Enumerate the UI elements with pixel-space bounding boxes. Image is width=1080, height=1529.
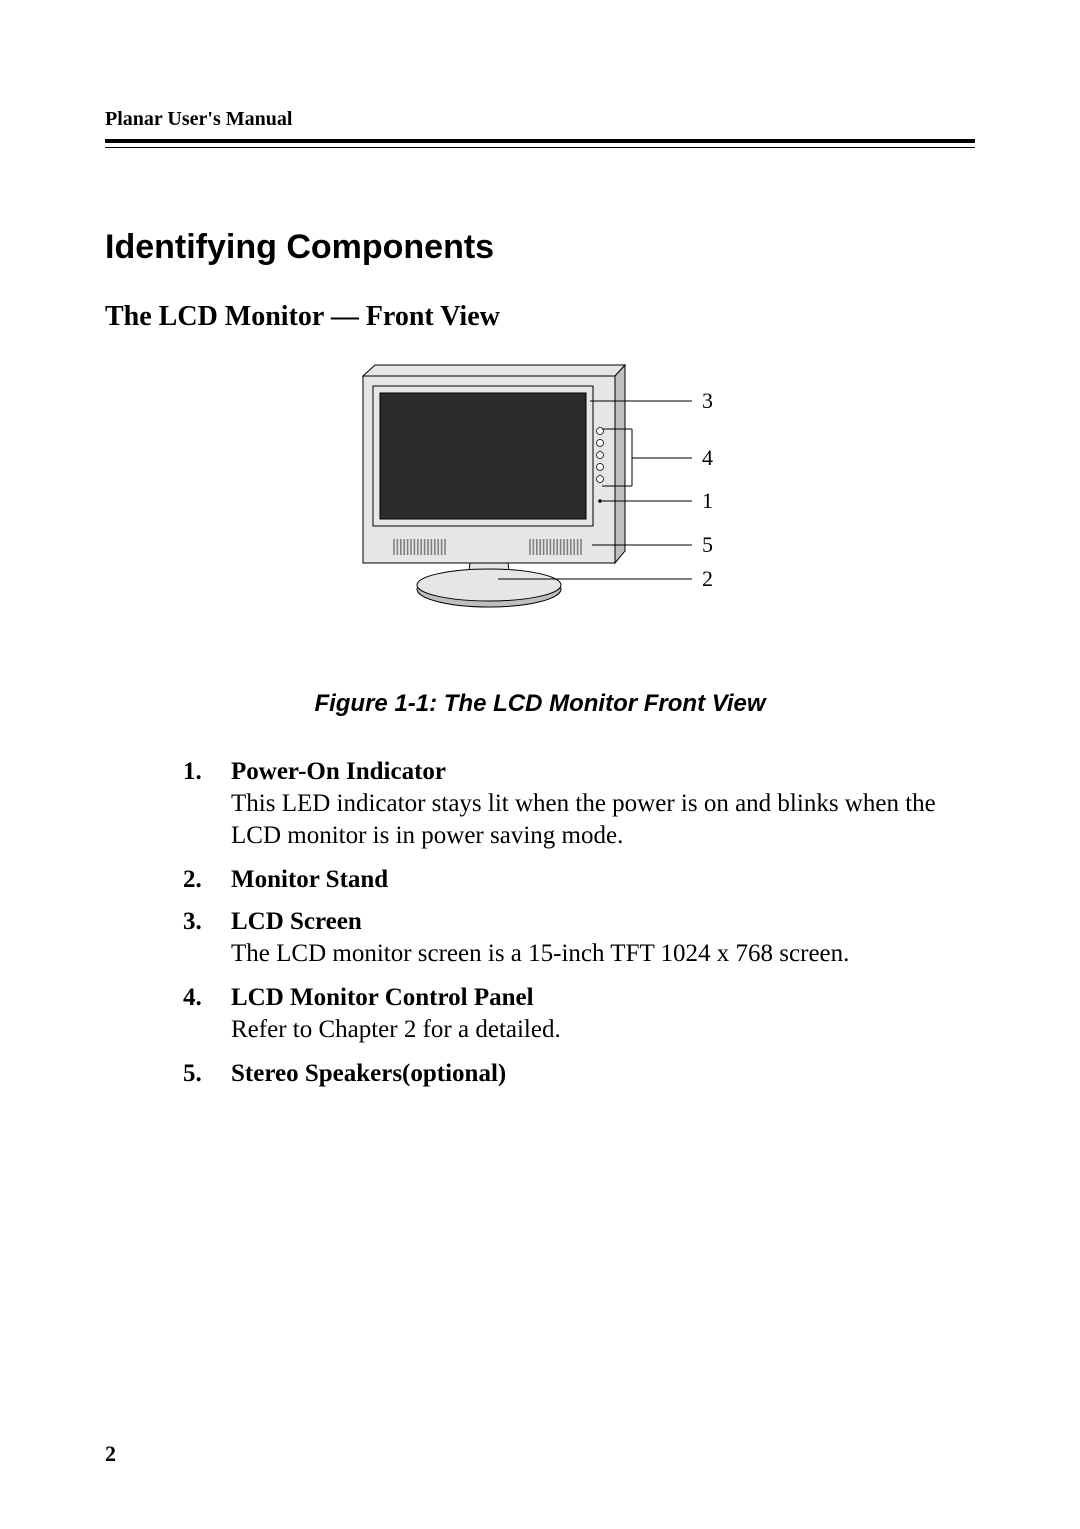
list-item: 2.Monitor Stand — [183, 866, 975, 894]
callout-label: 1 — [702, 488, 713, 513]
section-title: Identifying Components — [105, 228, 975, 267]
callout-label: 3 — [702, 388, 713, 413]
list-item-number: 2. — [183, 866, 231, 894]
list-item-title: Monitor Stand — [231, 866, 975, 894]
subsection-title: The LCD Monitor — Front View — [105, 301, 975, 333]
list-item-number: 5. — [183, 1060, 231, 1088]
list-item-title: LCD Screen — [231, 908, 975, 936]
list-item-title: LCD Monitor Control Panel — [231, 984, 975, 1012]
page-number: 2 — [105, 1441, 116, 1467]
callout-label: 5 — [702, 532, 713, 557]
list-item-desc: The LCD monitor screen is a 15-inch TFT … — [231, 938, 975, 970]
callout-label: 2 — [702, 566, 713, 591]
list-item-desc: Refer to Chapter 2 for a detailed. — [231, 1014, 975, 1046]
list-item-body: Stereo Speakers(optional) — [231, 1060, 975, 1088]
list-item-body: LCD ScreenThe LCD monitor screen is a 15… — [231, 908, 975, 970]
list-item-body: Monitor Stand — [231, 866, 975, 894]
monitor-diagram-svg: 3 4 1 5 2 — [300, 353, 780, 643]
list-item: 4.LCD Monitor Control PanelRefer to Chap… — [183, 984, 975, 1046]
list-item-desc: This LED indicator stays lit when the po… — [231, 788, 975, 852]
list-item-number: 4. — [183, 984, 231, 1046]
list-item: 5.Stereo Speakers(optional) — [183, 1060, 975, 1088]
list-item-body: Power-On IndicatorThis LED indicator sta… — [231, 758, 975, 852]
header-rule — [105, 139, 975, 148]
list-item: 1.Power-On IndicatorThis LED indicator s… — [183, 758, 975, 852]
list-item-title: Power-On Indicator — [231, 758, 975, 786]
page: Planar User's Manual Identifying Compone… — [0, 0, 1080, 1529]
figure-caption: Figure 1-1: The LCD Monitor Front View — [105, 690, 975, 718]
component-list: 1.Power-On IndicatorThis LED indicator s… — [105, 758, 975, 1088]
list-item-number: 1. — [183, 758, 231, 852]
list-item-number: 3. — [183, 908, 231, 970]
list-item-body: LCD Monitor Control PanelRefer to Chapte… — [231, 984, 975, 1046]
list-item: 3.LCD ScreenThe LCD monitor screen is a … — [183, 908, 975, 970]
running-header: Planar User's Manual — [105, 108, 975, 131]
list-item-title: Stereo Speakers(optional) — [231, 1060, 975, 1088]
figure-monitor-front-view: 3 4 1 5 2 — [105, 353, 975, 648]
callout-label: 4 — [702, 445, 713, 470]
